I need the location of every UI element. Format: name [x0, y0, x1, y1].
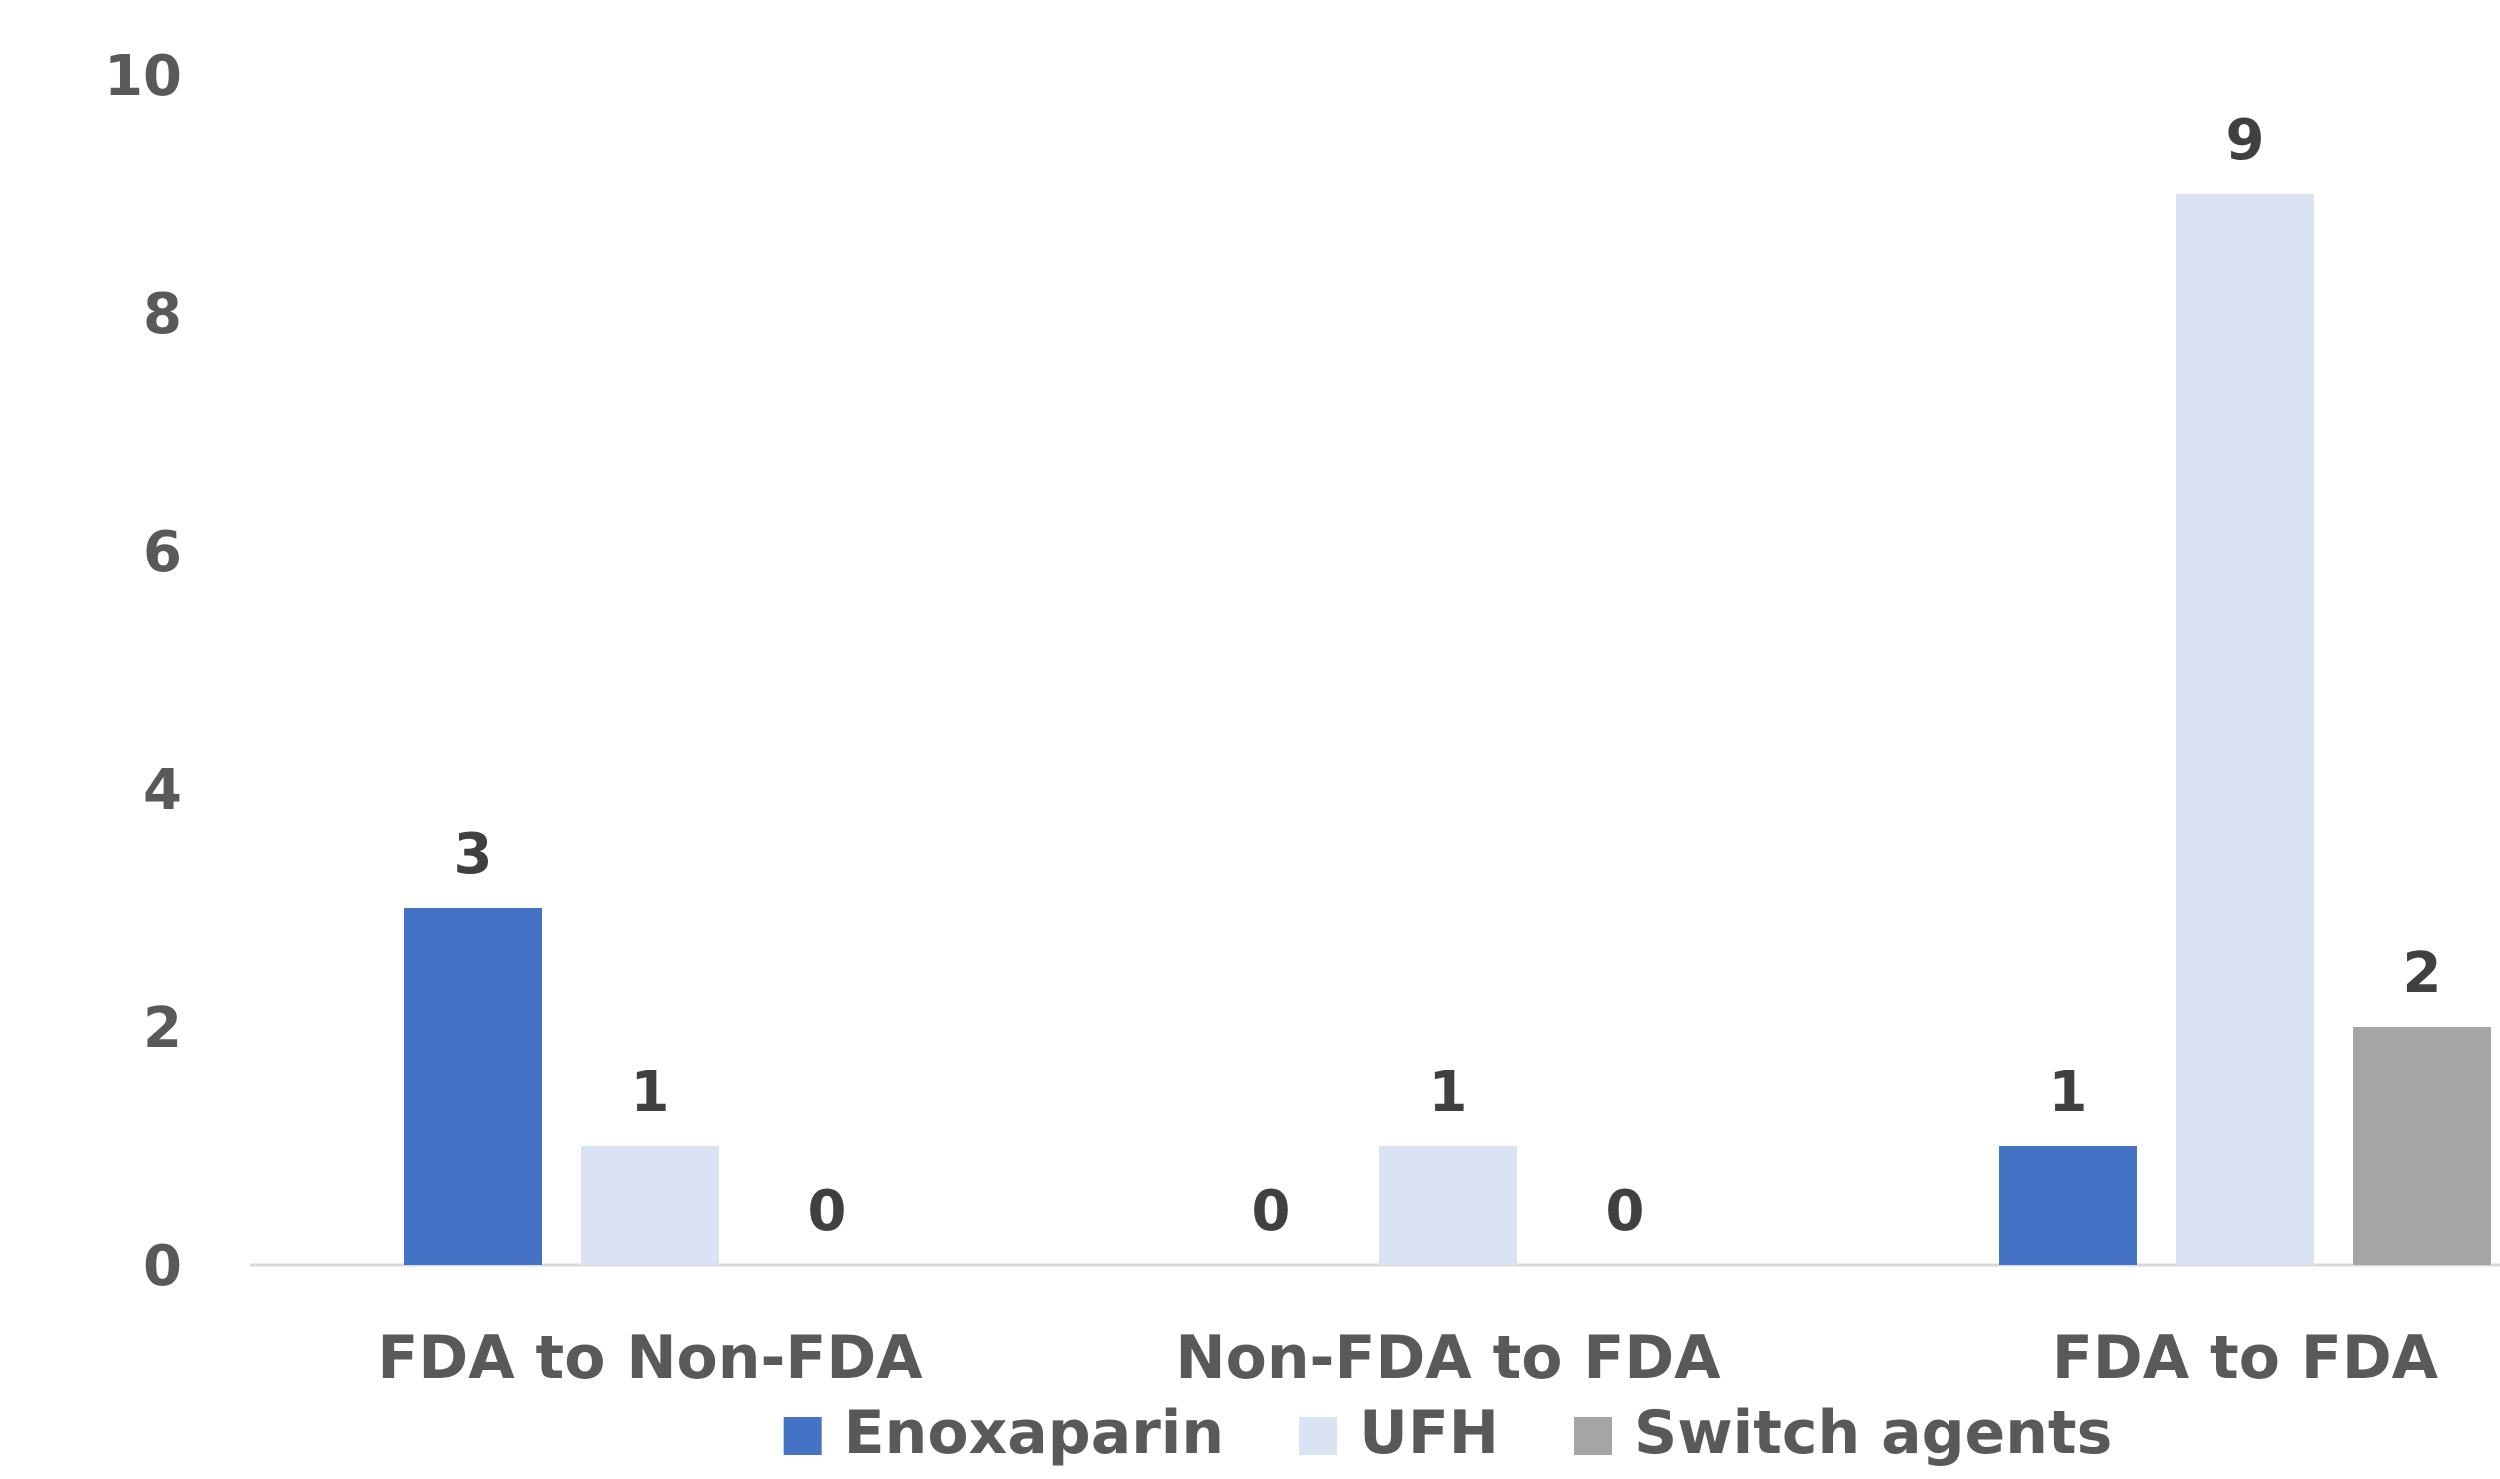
- legend-swatch-ufh: [1299, 1417, 1338, 1455]
- bar-ufh-1: [1379, 1146, 1517, 1265]
- y-tick-label: 6: [143, 520, 182, 585]
- legend-label: Enoxaparin: [844, 1398, 1224, 1468]
- data-label: 0: [1606, 1179, 1645, 1244]
- legend-label: UFH: [1359, 1398, 1499, 1468]
- legend-swatch-switch-agents: [1574, 1417, 1613, 1455]
- legend: Enoxaparin UFH Switch agents: [783, 1398, 2112, 1468]
- bars: [404, 194, 2491, 1265]
- bar-enoxaparin-0: [404, 908, 542, 1265]
- data-label: 1: [631, 1060, 670, 1125]
- data-label: 1: [1429, 1060, 1468, 1125]
- bar-ufh-2: [2176, 194, 2314, 1265]
- y-tick-label: 8: [143, 282, 182, 347]
- category-label: FDA to FDA: [2052, 1323, 2439, 1393]
- bar-ufh-0: [581, 1146, 719, 1265]
- bar-switch-agents-2: [2353, 1027, 2491, 1265]
- y-tick-label: 10: [104, 44, 182, 109]
- data-label: 3: [454, 822, 493, 887]
- y-axis-tick-labels: 0 2 4 6 8 10: [104, 44, 182, 1299]
- data-label: 0: [808, 1179, 847, 1244]
- data-label: 9: [2226, 108, 2265, 173]
- data-label: 0: [1252, 1179, 1291, 1244]
- category-label: FDA to Non-FDA: [377, 1323, 923, 1393]
- data-label: 1: [2049, 1060, 2088, 1125]
- data-label: 2: [2403, 941, 2442, 1006]
- data-labels: 3 0 1 1 1 9 0 0 2: [454, 108, 2442, 1244]
- bar-enoxaparin-2: [1999, 1146, 2137, 1265]
- legend-label: Switch agents: [1634, 1398, 2112, 1468]
- category-labels: FDA to Non-FDA Non-FDA to FDA FDA to FDA: [377, 1323, 2438, 1393]
- y-tick-label: 4: [143, 758, 182, 823]
- category-label: Non-FDA to FDA: [1175, 1323, 1721, 1393]
- y-tick-label: 2: [143, 996, 182, 1061]
- legend-swatch-enoxaparin: [783, 1417, 822, 1455]
- y-tick-label: 0: [143, 1234, 182, 1299]
